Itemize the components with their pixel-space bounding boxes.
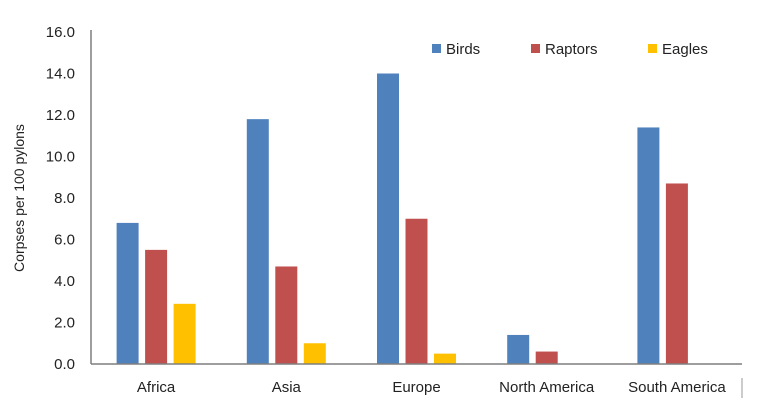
bar-eagles-europe bbox=[434, 353, 456, 364]
y-tick-label: 2.0 bbox=[54, 315, 75, 332]
legend-swatch-birds bbox=[432, 44, 441, 53]
y-tick-label: 8.0 bbox=[54, 190, 75, 207]
y-tick-label: 0.0 bbox=[54, 356, 75, 373]
legend-label-eagles: Eagles bbox=[662, 41, 708, 58]
y-tick-label: 6.0 bbox=[54, 232, 75, 249]
bar-birds-europe bbox=[377, 73, 399, 364]
y-tick-label: 14.0 bbox=[46, 66, 75, 83]
y-tick-label: 4.0 bbox=[54, 273, 75, 290]
bar-eagles-africa bbox=[173, 303, 196, 364]
bar-raptors-europe bbox=[405, 218, 428, 364]
legend-swatch-raptors bbox=[531, 44, 540, 53]
legend-swatch-eagles bbox=[648, 44, 657, 53]
bar-raptors-africa bbox=[145, 249, 168, 364]
bar-birds-north-america bbox=[507, 334, 530, 364]
y-axis-title: Corpses per 100 pylons bbox=[11, 124, 27, 272]
y-axis-tick-labels: 0.0 2.0 4.0 6.0 8.0 10.0 12.0 14.0 16.0 bbox=[46, 24, 75, 373]
bar-birds-africa bbox=[116, 222, 139, 364]
legend-label-birds: Birds bbox=[446, 41, 480, 58]
y-tick-label: 12.0 bbox=[46, 107, 75, 124]
bar-raptors-south-america bbox=[665, 183, 688, 364]
bar-raptors-asia bbox=[275, 266, 298, 364]
bars bbox=[116, 73, 688, 365]
bar-eagles-asia bbox=[303, 343, 326, 364]
legend-label-raptors: Raptors bbox=[545, 41, 598, 58]
x-category-label: Africa bbox=[137, 379, 176, 396]
bar-birds-south-america bbox=[637, 127, 660, 364]
bar-raptors-north-america bbox=[535, 351, 558, 364]
y-tick-label: 10.0 bbox=[46, 149, 75, 166]
x-category-label: North America bbox=[499, 379, 595, 396]
x-axis-category-labels: Africa Asia Europe North America South Ameri… bbox=[137, 379, 726, 396]
y-tick-label: 16.0 bbox=[46, 24, 75, 41]
x-category-label: South America bbox=[628, 379, 726, 396]
x-category-label: Asia bbox=[272, 379, 302, 396]
x-category-label: Europe bbox=[392, 379, 440, 396]
legend: Birds Raptors Eagles bbox=[432, 41, 708, 58]
bar-birds-asia bbox=[246, 119, 269, 365]
